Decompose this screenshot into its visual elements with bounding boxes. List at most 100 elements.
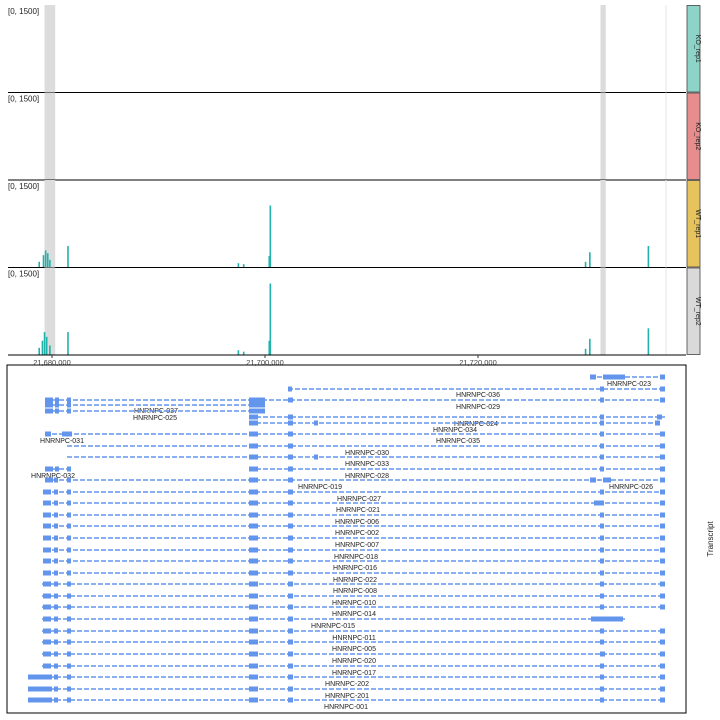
- transcript-exon: [249, 639, 258, 645]
- track-range-label: [0, 1500]: [8, 95, 39, 104]
- transcript-row: HNRNPC-032: [31, 466, 75, 480]
- transcript-exon: [54, 697, 58, 703]
- transcript-exon: [54, 604, 58, 610]
- transcript-exon: [660, 489, 665, 495]
- transcript-exon: [249, 489, 258, 495]
- track-KO_rep1: [0, 1500] KO_rep1: [8, 5, 701, 93]
- transcript-exon: [657, 414, 662, 420]
- highlight-region: [600, 5, 606, 93]
- transcript-exon: [600, 639, 604, 645]
- transcript-exon: [660, 454, 665, 460]
- transcript-exon: [660, 697, 665, 703]
- transcript-exon: [67, 489, 71, 495]
- transcript-exon: [54, 558, 58, 564]
- transcript-exon: [54, 686, 58, 692]
- transcript-exon: [591, 616, 623, 622]
- track-strip: [686, 92, 701, 180]
- transcript-exon: [54, 674, 58, 680]
- transcript-exon: [249, 397, 265, 403]
- transcript-label: HNRNPC-007: [335, 542, 379, 549]
- transcript-row: HNRNPC-202: [28, 674, 665, 688]
- transcript-exon: [288, 386, 292, 392]
- transcript-exon: [600, 431, 604, 437]
- transcript-exon: [288, 420, 293, 426]
- transcript-exon: [288, 477, 293, 483]
- coverage-bar: [268, 340, 271, 355]
- track-name-label: KO_rep2: [694, 122, 701, 150]
- transcript-exon: [67, 558, 71, 564]
- transcript-exon: [288, 570, 293, 576]
- transcript-exon: [45, 397, 53, 403]
- track-range-label: [0, 1500]: [8, 182, 39, 191]
- transcript-exon: [600, 593, 604, 599]
- coverage-bar: [45, 336, 48, 355]
- transcript-exon: [660, 628, 665, 634]
- coverage-bar: [589, 252, 591, 268]
- transcript-label: HNRNPC-018: [334, 554, 378, 561]
- transcript-exon: [28, 674, 52, 680]
- transcript-row: HNRNPC-028: [249, 466, 665, 480]
- transcript-exon: [67, 466, 71, 472]
- transcript-exon: [600, 686, 604, 692]
- transcript-exon: [54, 616, 58, 622]
- transcript-label: HNRNPC-022: [333, 577, 377, 584]
- transcript-exon: [45, 402, 53, 408]
- transcript-exon: [249, 466, 258, 472]
- transcript-label: HNRNPC-030: [345, 450, 389, 457]
- transcript-label: HNRNPC-036: [456, 392, 500, 399]
- transcript-label: HNRNPC-002: [335, 530, 379, 537]
- transcript-exon: [288, 674, 293, 680]
- transcript-exon: [314, 454, 318, 460]
- transcript-exon: [249, 443, 258, 449]
- transcript-exon: [67, 639, 71, 645]
- transcript-exon: [249, 604, 258, 610]
- coverage-bar: [269, 283, 272, 355]
- transcript-exon: [43, 663, 51, 669]
- transcript-exon: [249, 523, 258, 529]
- transcript-row: HNRNPC-020: [42, 651, 665, 665]
- transcript-row: HNRNPC-037: [45, 402, 265, 415]
- transcript-exon: [288, 628, 293, 634]
- highlight-region: [44, 92, 56, 180]
- transcript-label: HNRNPC-006: [335, 519, 379, 526]
- transcript-exon: [249, 581, 258, 587]
- track-name-label: KO_rep1: [694, 35, 701, 63]
- transcript-exon: [43, 570, 51, 576]
- transcript-exon: [54, 523, 58, 529]
- transcript-exon: [67, 686, 71, 692]
- transcript-row: HNRNPC-019: [45, 477, 600, 491]
- transcript-exon: [55, 397, 59, 403]
- track-strip: [686, 180, 701, 268]
- transcript-exon: [67, 408, 71, 414]
- transcript-panel-label: Transcript: [706, 521, 715, 557]
- transcript-exon: [54, 628, 58, 634]
- transcript-row: HNRNPC-027: [43, 489, 665, 503]
- transcript-exon: [660, 397, 665, 403]
- transcript-label: HNRNPC-010: [332, 600, 376, 607]
- transcript-exon: [249, 512, 258, 518]
- transcript-exon: [249, 686, 258, 692]
- transcript-row: HNRNPC-001: [28, 697, 665, 711]
- transcript-exon: [43, 500, 51, 506]
- transcript-label: HNRNPC-008: [333, 588, 377, 595]
- coverage-bar: [647, 246, 650, 268]
- transcript-exon: [600, 443, 604, 449]
- transcript-exon: [67, 604, 71, 610]
- transcript-exon: [45, 408, 53, 414]
- transcript-exon: [655, 420, 660, 426]
- x-axis: 21,680,000 21,700,000 21,720,000: [33, 355, 497, 367]
- transcript-exon: [660, 512, 665, 518]
- transcript-exon: [288, 397, 293, 403]
- highlight-region: [600, 92, 606, 180]
- coverage-bar: [67, 332, 69, 355]
- coverage-bar: [584, 348, 587, 355]
- transcript-exon: [288, 651, 293, 657]
- transcript-exon: [288, 697, 293, 703]
- transcript-label: HNRNPC-035: [436, 438, 480, 445]
- transcript-exon: [249, 431, 258, 437]
- transcript-exon: [288, 663, 293, 669]
- transcript-exon: [600, 466, 604, 472]
- track-strip: [686, 267, 701, 355]
- highlight-region: [600, 180, 606, 268]
